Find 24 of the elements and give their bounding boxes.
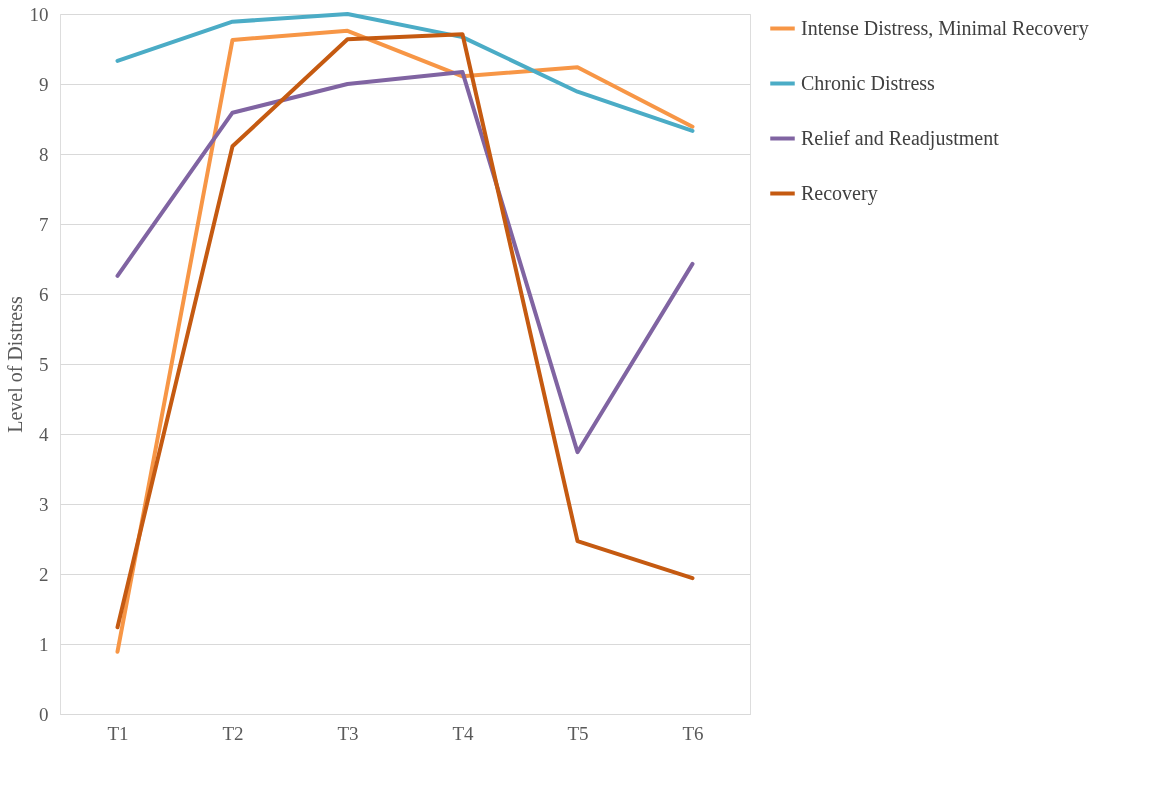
y-tick-label: 1	[39, 633, 49, 655]
x-tick-label: T1	[107, 722, 129, 744]
line-series	[115, 12, 695, 133]
y-tick-label: 10	[29, 3, 49, 25]
y-tick-label: 3	[39, 493, 49, 515]
y-tick-label: 9	[39, 73, 49, 95]
y-tick-label: 7	[39, 213, 49, 235]
x-tick-label: T6	[682, 722, 704, 744]
y-tick-label: 0	[39, 703, 49, 725]
legend-label: Chronic Distress	[801, 71, 936, 94]
y-tick-label: 4	[39, 423, 49, 445]
x-tick-label: T5	[567, 722, 589, 744]
legend-label: Intense Distress, Minimal Recovery	[801, 16, 1089, 40]
x-tick-label: T3	[337, 722, 359, 744]
y-axis-title: Level of Distress	[3, 295, 26, 433]
x-tick-label: T4	[452, 722, 475, 744]
legend-label: Recovery	[801, 181, 878, 205]
line-series	[115, 70, 695, 455]
y-tick-label: 8	[39, 143, 49, 165]
y-tick-label: 2	[39, 563, 49, 585]
x-tick-label: T2	[222, 722, 244, 744]
y-tick-label: 6	[39, 283, 49, 305]
legend-label: Relief and Readjustment	[801, 126, 1000, 150]
y-tick-label: 5	[39, 353, 49, 375]
